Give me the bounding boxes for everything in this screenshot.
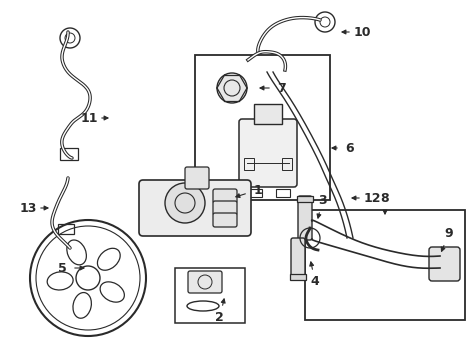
Bar xyxy=(297,196,313,202)
Text: 7: 7 xyxy=(278,81,286,95)
Bar xyxy=(60,148,78,160)
Text: 10: 10 xyxy=(353,25,371,39)
FancyBboxPatch shape xyxy=(185,167,209,189)
FancyBboxPatch shape xyxy=(188,271,222,293)
Bar xyxy=(58,224,74,234)
Text: 5: 5 xyxy=(58,261,66,275)
Text: 11: 11 xyxy=(80,111,98,125)
FancyBboxPatch shape xyxy=(213,213,237,227)
FancyBboxPatch shape xyxy=(213,189,237,203)
Text: 8: 8 xyxy=(381,191,389,205)
FancyBboxPatch shape xyxy=(213,201,237,215)
FancyBboxPatch shape xyxy=(239,119,297,187)
Bar xyxy=(195,55,330,200)
Text: 12: 12 xyxy=(363,191,381,205)
Text: 1: 1 xyxy=(253,183,262,197)
Text: 9: 9 xyxy=(445,227,453,240)
FancyBboxPatch shape xyxy=(429,247,460,281)
Bar xyxy=(305,210,465,320)
Text: 2: 2 xyxy=(215,311,224,324)
Bar xyxy=(282,158,292,170)
FancyBboxPatch shape xyxy=(139,180,251,236)
Circle shape xyxy=(165,183,205,223)
Circle shape xyxy=(217,73,247,103)
Bar xyxy=(276,189,290,197)
Text: 3: 3 xyxy=(318,194,327,207)
Bar xyxy=(244,158,254,170)
Text: 4: 4 xyxy=(311,275,319,288)
FancyBboxPatch shape xyxy=(298,196,312,240)
Bar xyxy=(248,189,262,197)
Bar xyxy=(175,268,245,323)
Text: 13: 13 xyxy=(19,201,36,214)
Bar xyxy=(254,104,282,124)
FancyBboxPatch shape xyxy=(291,238,305,278)
Text: 6: 6 xyxy=(346,142,354,155)
Bar xyxy=(290,274,306,280)
